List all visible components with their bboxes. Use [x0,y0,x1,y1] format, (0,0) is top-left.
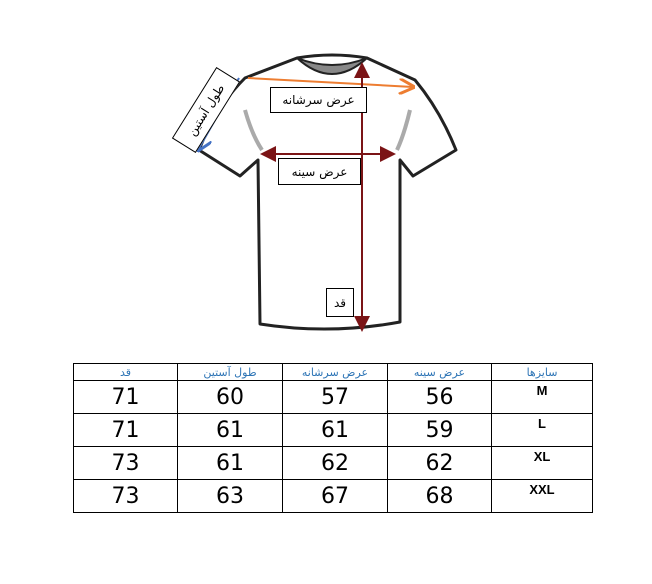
size-cell: XXL [491,479,593,513]
table-row: 73 61 62 62 XL [73,446,593,480]
shoulder-cell: 67 [282,479,388,513]
table-row: 71 60 57 56 M [73,380,593,414]
length-cell: 71 [73,380,178,414]
chest-cell: 62 [387,446,492,480]
shoulder-cell: 62 [282,446,388,480]
sleeve-cell: 63 [177,479,283,513]
size-cell: L [491,413,593,447]
header-sizes: سایزها [491,363,593,381]
header-sleeve-length: طول آستین [177,363,283,381]
length-cell: 73 [73,446,178,480]
size-cell: XL [491,446,593,480]
sleeve-cell: 61 [177,446,283,480]
table-row: 71 61 61 59 L [73,413,593,447]
table-row: 73 63 67 68 XXL [73,479,593,513]
size-cell: M [491,380,593,414]
sleeve-cell: 60 [177,380,283,414]
header-chest-width: عرض سینه [387,363,492,381]
shoulder-width-label: عرض سرشانه [270,87,367,113]
chest-cell: 68 [387,479,492,513]
chest-cell: 59 [387,413,492,447]
sleeve-cell: 61 [177,413,283,447]
length-label: قد [326,288,354,317]
chest-width-label: عرض سینه [278,158,361,185]
length-cell: 73 [73,479,178,513]
collar [296,57,368,75]
table-header-row: قد طول آستین عرض سرشانه عرض سینه سایزها [73,363,593,381]
size-table: قد طول آستین عرض سرشانه عرض سینه سایزها … [73,363,593,513]
shoulder-cell: 57 [282,380,388,414]
header-shoulder-width: عرض سرشانه [282,363,388,381]
length-cell: 71 [73,413,178,447]
header-length: قد [73,363,178,381]
shoulder-cell: 61 [282,413,388,447]
shoulder-arrow [247,77,413,87]
chest-cell: 56 [387,380,492,414]
